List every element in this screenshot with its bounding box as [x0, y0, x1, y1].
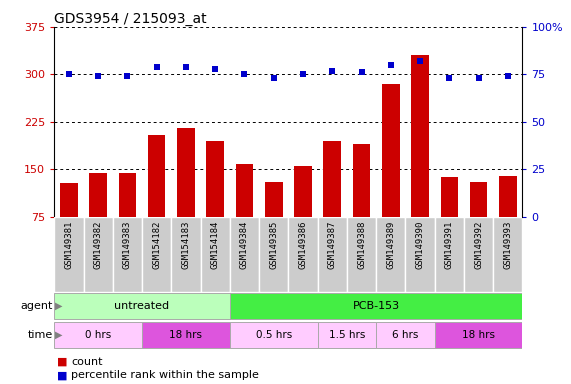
- Text: 18 hrs: 18 hrs: [170, 330, 203, 340]
- Text: ■: ■: [57, 370, 67, 381]
- Bar: [200, 217, 230, 292]
- Bar: [148, 135, 166, 217]
- Bar: [499, 176, 517, 217]
- Text: GSM149382: GSM149382: [94, 221, 103, 269]
- Bar: [317, 217, 347, 292]
- Bar: [230, 293, 522, 319]
- Text: GSM149392: GSM149392: [474, 221, 483, 269]
- Text: GSM149390: GSM149390: [416, 221, 425, 269]
- Text: GSM149383: GSM149383: [123, 221, 132, 269]
- Text: ▶: ▶: [55, 301, 63, 311]
- Text: 0 hrs: 0 hrs: [85, 330, 111, 340]
- Bar: [323, 141, 341, 217]
- Point: [152, 64, 161, 70]
- Bar: [142, 217, 171, 292]
- Bar: [89, 173, 107, 217]
- Text: ■: ■: [57, 356, 67, 367]
- Point: [299, 71, 308, 78]
- Text: GSM149384: GSM149384: [240, 221, 249, 269]
- Text: agent: agent: [21, 301, 53, 311]
- Bar: [259, 217, 288, 292]
- Bar: [317, 322, 376, 348]
- Bar: [435, 217, 464, 292]
- Point: [445, 75, 454, 81]
- Bar: [171, 217, 200, 292]
- Text: GDS3954 / 215093_at: GDS3954 / 215093_at: [54, 12, 207, 26]
- Text: GSM149393: GSM149393: [503, 221, 512, 269]
- Text: GSM149386: GSM149386: [299, 221, 308, 269]
- Point: [65, 71, 74, 78]
- Bar: [294, 166, 312, 217]
- Text: GSM149385: GSM149385: [269, 221, 278, 269]
- Text: percentile rank within the sample: percentile rank within the sample: [71, 370, 259, 381]
- Text: GSM154182: GSM154182: [152, 221, 161, 269]
- Bar: [441, 177, 458, 217]
- Bar: [119, 173, 136, 217]
- Bar: [376, 217, 405, 292]
- Bar: [142, 322, 230, 348]
- Bar: [382, 84, 400, 217]
- Bar: [60, 184, 78, 217]
- Bar: [83, 217, 112, 292]
- Point: [386, 62, 395, 68]
- Text: GSM149388: GSM149388: [357, 221, 366, 269]
- Text: 6 hrs: 6 hrs: [392, 330, 419, 340]
- Bar: [265, 182, 283, 217]
- Bar: [376, 322, 435, 348]
- Bar: [54, 293, 230, 319]
- Bar: [353, 144, 370, 217]
- Point: [269, 75, 278, 81]
- Point: [416, 58, 425, 64]
- Text: GSM149389: GSM149389: [386, 221, 395, 269]
- Point: [357, 70, 366, 76]
- Text: PCB-153: PCB-153: [352, 301, 400, 311]
- Bar: [470, 182, 488, 217]
- Point: [211, 66, 220, 72]
- Bar: [207, 141, 224, 217]
- Text: 0.5 hrs: 0.5 hrs: [256, 330, 292, 340]
- Text: count: count: [71, 356, 103, 367]
- Bar: [411, 55, 429, 217]
- Bar: [405, 217, 435, 292]
- Text: 1.5 hrs: 1.5 hrs: [329, 330, 365, 340]
- Bar: [54, 322, 142, 348]
- Text: ▶: ▶: [55, 330, 63, 340]
- Text: GSM154184: GSM154184: [211, 221, 220, 269]
- Bar: [493, 217, 522, 292]
- Point: [182, 64, 191, 70]
- Text: GSM149391: GSM149391: [445, 221, 454, 269]
- Text: time: time: [28, 330, 53, 340]
- Text: GSM149387: GSM149387: [328, 221, 337, 269]
- Point: [123, 73, 132, 79]
- Point: [503, 73, 512, 79]
- Bar: [54, 217, 83, 292]
- Point: [328, 68, 337, 74]
- Point: [240, 71, 249, 78]
- Text: 18 hrs: 18 hrs: [462, 330, 495, 340]
- Point: [94, 73, 103, 79]
- Bar: [347, 217, 376, 292]
- Bar: [177, 128, 195, 217]
- Bar: [288, 217, 317, 292]
- Text: GSM154183: GSM154183: [182, 221, 191, 269]
- Bar: [113, 217, 142, 292]
- Bar: [236, 164, 254, 217]
- Point: [474, 75, 483, 81]
- Bar: [230, 217, 259, 292]
- Bar: [230, 322, 317, 348]
- Text: untreated: untreated: [114, 301, 170, 311]
- Bar: [464, 217, 493, 292]
- Bar: [435, 322, 522, 348]
- Text: GSM149381: GSM149381: [65, 221, 74, 269]
